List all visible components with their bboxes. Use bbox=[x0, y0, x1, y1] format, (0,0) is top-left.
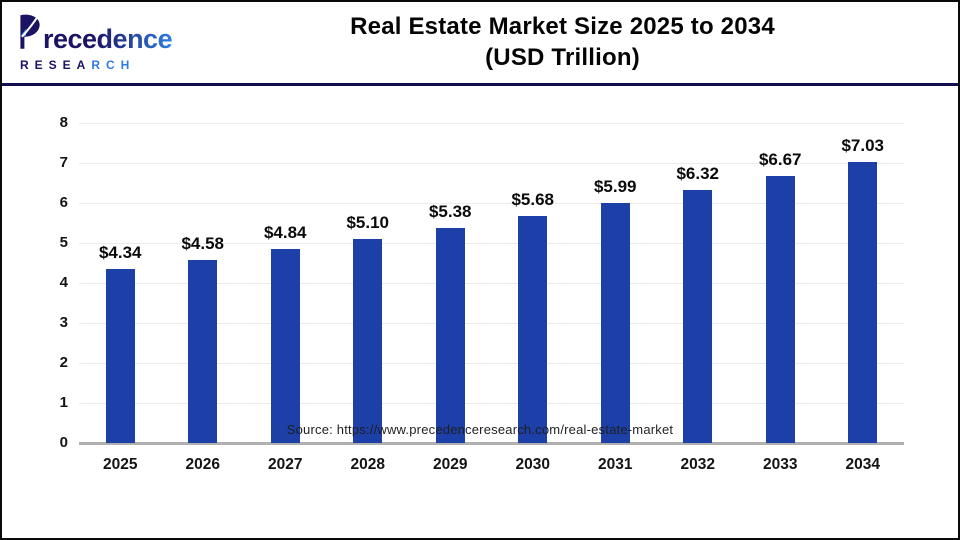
bar-2034 bbox=[848, 161, 878, 443]
logo-brand-text: recedence bbox=[43, 23, 173, 54]
bar-2029 bbox=[435, 227, 465, 443]
chart-title-line1: Real Estate Market Size 2025 to 2034 bbox=[350, 13, 775, 41]
bar-2030 bbox=[518, 215, 548, 443]
gridline bbox=[79, 163, 904, 164]
y-axis-tick-label: 5 bbox=[59, 234, 68, 251]
gridline bbox=[79, 403, 904, 404]
bar-2026 bbox=[188, 259, 218, 443]
y-axis-tick-label: 6 bbox=[59, 194, 68, 211]
x-axis-label: 2026 bbox=[185, 456, 220, 473]
bar-value-label: $5.99 bbox=[593, 177, 637, 197]
x-axis-label: 2034 bbox=[845, 456, 880, 473]
bar-2028 bbox=[353, 239, 383, 443]
gridline bbox=[79, 243, 904, 244]
bar-value-label: $5.68 bbox=[511, 189, 555, 209]
x-axis-label: 2033 bbox=[763, 456, 798, 473]
precedence-research-logo: recedence RESEARCH bbox=[2, 14, 177, 72]
x-axis-label: 2029 bbox=[433, 456, 468, 473]
bar-value-label: $6.32 bbox=[676, 164, 720, 184]
bar-value-label: $4.84 bbox=[263, 223, 307, 243]
y-axis-tick-label: 8 bbox=[59, 114, 68, 131]
y-axis-tick-label: 1 bbox=[59, 394, 68, 411]
bar-chart-plot-area: 0 1 2 3 4 5 6 7 8 $4.34 2025 $4.58 2026 $4.84 2027 $5.1… bbox=[2, 89, 958, 538]
x-axis-label: 2032 bbox=[680, 456, 715, 473]
source-attribution: Source: https://www.precedenceresearch.c… bbox=[286, 422, 674, 437]
chart-title: Real Estate Market Size 2025 to 2034 (US… bbox=[177, 12, 958, 72]
bar-value-label: $5.38 bbox=[428, 201, 472, 221]
x-axis-label: 2027 bbox=[268, 456, 303, 473]
x-axis-label: 2030 bbox=[515, 456, 550, 473]
gridline bbox=[79, 203, 904, 204]
y-axis-tick-label: 0 bbox=[59, 434, 68, 451]
y-axis-tick-label: 4 bbox=[59, 274, 68, 291]
bar-value-label: $6.67 bbox=[758, 150, 802, 170]
header: recedence RESEARCH Real Estate Market Si… bbox=[2, 2, 958, 86]
bar-2027 bbox=[270, 249, 300, 443]
bar-value-label: $4.34 bbox=[98, 243, 142, 263]
gridline bbox=[79, 323, 904, 324]
bar-2033 bbox=[765, 176, 795, 443]
gridline bbox=[79, 363, 904, 364]
x-axis-label: 2031 bbox=[598, 456, 633, 473]
bar-value-label: $4.58 bbox=[181, 233, 225, 253]
logo-subtitle: RESEARCH bbox=[20, 57, 136, 72]
y-axis-tick-label: 2 bbox=[59, 354, 68, 371]
gridline bbox=[79, 283, 904, 284]
x-axis-label: 2028 bbox=[350, 456, 385, 473]
bar-2031 bbox=[600, 203, 630, 443]
chart-title-line2: (USD Trillion) bbox=[485, 43, 640, 71]
gridline bbox=[79, 123, 904, 124]
leaf-p-logo-icon bbox=[18, 14, 42, 55]
y-axis-tick-label: 7 bbox=[59, 154, 68, 171]
bar-value-label: $7.03 bbox=[841, 135, 885, 155]
x-axis-label: 2025 bbox=[103, 456, 138, 473]
bar-2032 bbox=[683, 190, 713, 443]
bar-2025 bbox=[105, 269, 135, 443]
y-axis-tick-label: 3 bbox=[59, 314, 68, 331]
x-axis-line bbox=[79, 442, 904, 445]
bar-value-label: $5.10 bbox=[346, 213, 390, 232]
